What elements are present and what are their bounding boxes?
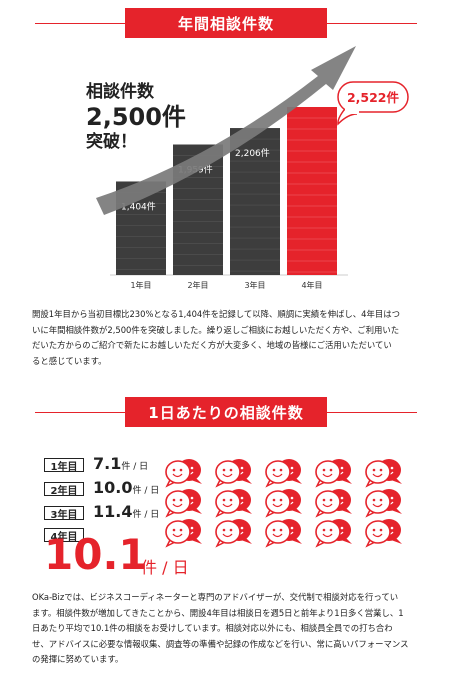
callout-bubble: 2,522件 xyxy=(337,81,409,126)
daily-label-year4: 4年目 xyxy=(44,528,84,543)
growth-arrow xyxy=(96,46,356,215)
callout-text: 2,522件 xyxy=(347,90,400,105)
daily-label-year1: 1年目 xyxy=(44,458,84,473)
chat-faces-icon xyxy=(265,519,302,548)
chat-faces-icon xyxy=(365,489,402,518)
chat-faces-icon xyxy=(215,489,252,518)
bar-label-3: 2,206件 xyxy=(235,147,270,159)
chat-faces-icon xyxy=(315,459,352,488)
bar-4 xyxy=(287,107,337,275)
category-label-2: 2年目 xyxy=(187,280,208,290)
daily-value-year1: 7.1件 / 日 xyxy=(93,454,149,473)
category-label-4: 4年目 xyxy=(301,280,322,290)
chat-faces-icon xyxy=(365,459,402,488)
daily-label-year2: 2年目 xyxy=(44,482,84,497)
section-title-annual: 年間相談件数 xyxy=(35,8,417,38)
daily-value-year4: 10.1 xyxy=(44,530,148,579)
daily-paragraph: OKa-Bizでは、ビジネスコーディネーターと専門のアドバイザーが、交代制で相談… xyxy=(32,592,409,664)
chat-faces-icon xyxy=(265,489,302,518)
bar-3 xyxy=(230,128,280,275)
chat-faces-icon xyxy=(315,489,352,518)
chat-faces-icon xyxy=(215,459,252,488)
daily-value-year3: 11.4件 / 日 xyxy=(93,502,160,521)
category-label-1: 1年目 xyxy=(130,280,151,290)
growth-arrow-shape xyxy=(96,46,356,215)
chat-faces-icon xyxy=(215,519,252,548)
chat-faces-icon xyxy=(165,489,202,518)
section-title-daily: 1日あたりの相談件数 xyxy=(35,397,417,427)
headline-line3: 突破！ xyxy=(86,131,137,152)
chat-faces-icon xyxy=(315,519,352,548)
chat-faces-icon xyxy=(265,459,302,488)
daily-label-year3: 3年目 xyxy=(44,506,84,521)
category-label-3: 3年目 xyxy=(244,280,265,290)
headline-line1: 相談件数 xyxy=(86,81,155,102)
annual-paragraph: 開設1年目から当初目標比230%となる1,404件を記録して以降、順調に実績を伸… xyxy=(32,309,400,366)
chat-faces-icon xyxy=(365,519,402,548)
chat-faces-icon xyxy=(165,459,202,488)
daily-value-year2: 10.0件 / 日 xyxy=(93,478,160,497)
daily-unit-year4: 件 / 日 xyxy=(141,558,189,577)
headline-line2: 2,500件 xyxy=(86,103,186,131)
chat-faces-icon xyxy=(165,519,202,548)
